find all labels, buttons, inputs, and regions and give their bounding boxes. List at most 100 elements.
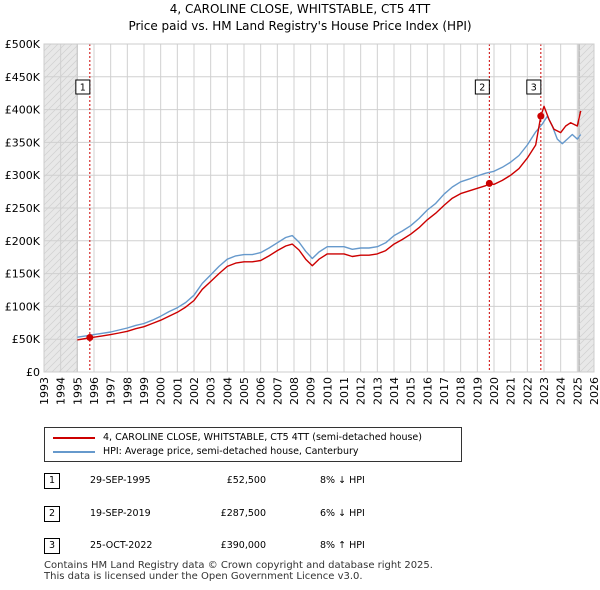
sale-marker-label: 3 (531, 83, 537, 94)
y-tick-label: £500K (5, 38, 41, 51)
footer-copyright: Contains HM Land Registry data © Crown c… (44, 560, 433, 571)
plot-frame (43, 43, 595, 373)
y-tick-label: £100K (5, 300, 41, 313)
hatch-line (578, 91, 595, 108)
sale-price: £390,000 (220, 540, 266, 551)
hatch-line (578, 133, 595, 150)
footer-licence: This data is licensed under the Open Gov… (44, 571, 363, 582)
hatch-line (586, 364, 595, 373)
x-tick-label: 2013 (371, 377, 384, 405)
sale-date: 29-SEP-1995 (90, 475, 151, 486)
x-tick-label: 2002 (188, 377, 201, 405)
legend-label-property: 4, CAROLINE CLOSE, WHITSTABLE, CT5 4TT (… (103, 432, 422, 443)
legend-line-property (53, 436, 95, 439)
y-tick-label: £150K (5, 268, 41, 281)
hatch-line (578, 343, 595, 360)
y-tick-label: £0 (26, 366, 40, 379)
x-tick-label: 2005 (238, 377, 251, 405)
y-tick-label: £300K (5, 169, 41, 182)
sale-marker-label: 1 (80, 83, 86, 94)
sale-marker: 2 (44, 506, 60, 522)
hatch-line (578, 175, 595, 192)
hatch-line (578, 182, 595, 199)
x-tick-label: 2017 (438, 377, 451, 405)
y-tick-label: £400K (5, 104, 41, 117)
x-tick-label: 2010 (321, 377, 334, 405)
x-tick-label: 2003 (205, 377, 218, 405)
sale-marker-box (75, 79, 91, 95)
hatch-line (578, 287, 595, 304)
x-tick-label: 2000 (155, 377, 168, 405)
hatch-line (578, 112, 595, 129)
hpi-series-line (77, 115, 582, 338)
hatch-line (43, 43, 73, 73)
x-tick-label: 1998 (121, 377, 134, 405)
hatch-line (58, 353, 78, 373)
hatch-line (578, 84, 595, 101)
hatch-line (578, 210, 595, 227)
sale-point (537, 112, 545, 120)
x-tick-label: 2023 (538, 377, 551, 405)
x-tick-label: 2001 (171, 377, 184, 405)
hatch-line (578, 217, 595, 234)
x-tick-label: 1996 (88, 377, 101, 405)
hatch-line (578, 280, 595, 297)
hatch-line (578, 49, 595, 66)
y-tick-label: £350K (5, 136, 41, 149)
chart-title: 4, CAROLINE CLOSE, WHITSTABLE, CT5 4TT P… (0, 1, 600, 35)
x-tick-label: 2022 (521, 377, 534, 405)
hatch-line (43, 43, 52, 52)
sale-point (485, 179, 493, 187)
hatch-line (578, 105, 595, 122)
property-series-line (77, 105, 582, 341)
x-tick-label: 2015 (405, 377, 418, 405)
sale-price: £287,500 (220, 508, 266, 519)
hatch-line (578, 231, 595, 248)
x-tick-label: 1999 (138, 377, 151, 405)
x-tick-label: 2007 (271, 377, 284, 405)
hatch-line (578, 238, 595, 255)
hatch-line (578, 315, 595, 332)
hatch-line (578, 273, 595, 290)
x-tick-label: 2026 (588, 377, 600, 405)
x-tick-label: 2021 (505, 377, 518, 405)
x-tick-label: 2016 (421, 377, 434, 405)
x-tick-label: 2024 (555, 377, 568, 405)
sale-date: 25-OCT-2022 (90, 540, 153, 551)
x-tick-label: 2019 (471, 377, 484, 405)
x-tick-label: 1994 (55, 377, 68, 405)
hatch-line (578, 147, 595, 164)
sale-marker-box (526, 79, 542, 95)
hatch-line (578, 266, 595, 283)
y-tick-label: £50K (12, 333, 41, 346)
sale-marker-label: 2 (479, 83, 485, 94)
legend-line-hpi (53, 450, 95, 453)
hatch-line (578, 98, 595, 115)
hatch-line (578, 301, 595, 318)
sale-price: £52,500 (226, 475, 266, 486)
chart-title-main: 4, CAROLINE CLOSE, WHITSTABLE, CT5 4TT (169, 2, 431, 16)
x-tick-label: 2014 (388, 377, 401, 405)
hatch-line (578, 43, 594, 59)
x-tick-label: 2004 (221, 377, 234, 405)
sale-marker-box (474, 79, 490, 95)
hatch-line (578, 43, 587, 52)
hatch-line (578, 119, 595, 136)
hatch-line (578, 259, 595, 276)
sale-hpi-change: 8% ↑ HPI (320, 540, 365, 551)
hatch-line (43, 43, 59, 59)
hatch-line (578, 203, 595, 220)
hatch-line (578, 350, 595, 367)
x-tick-label: 1997 (105, 377, 118, 405)
y-tick-label: £450K (5, 71, 41, 84)
chart-subtitle: Price paid vs. HM Land Registry's House … (128, 19, 472, 33)
hatch-line (579, 357, 595, 373)
hatch-line (43, 43, 66, 66)
x-tick-label: 2009 (305, 377, 318, 405)
x-tick-label: 2006 (255, 377, 268, 405)
hatch-line (578, 168, 595, 185)
hatch-line (578, 252, 595, 269)
hatch-line (578, 126, 595, 143)
hatch-line (72, 367, 78, 373)
hatch-line (578, 154, 595, 171)
